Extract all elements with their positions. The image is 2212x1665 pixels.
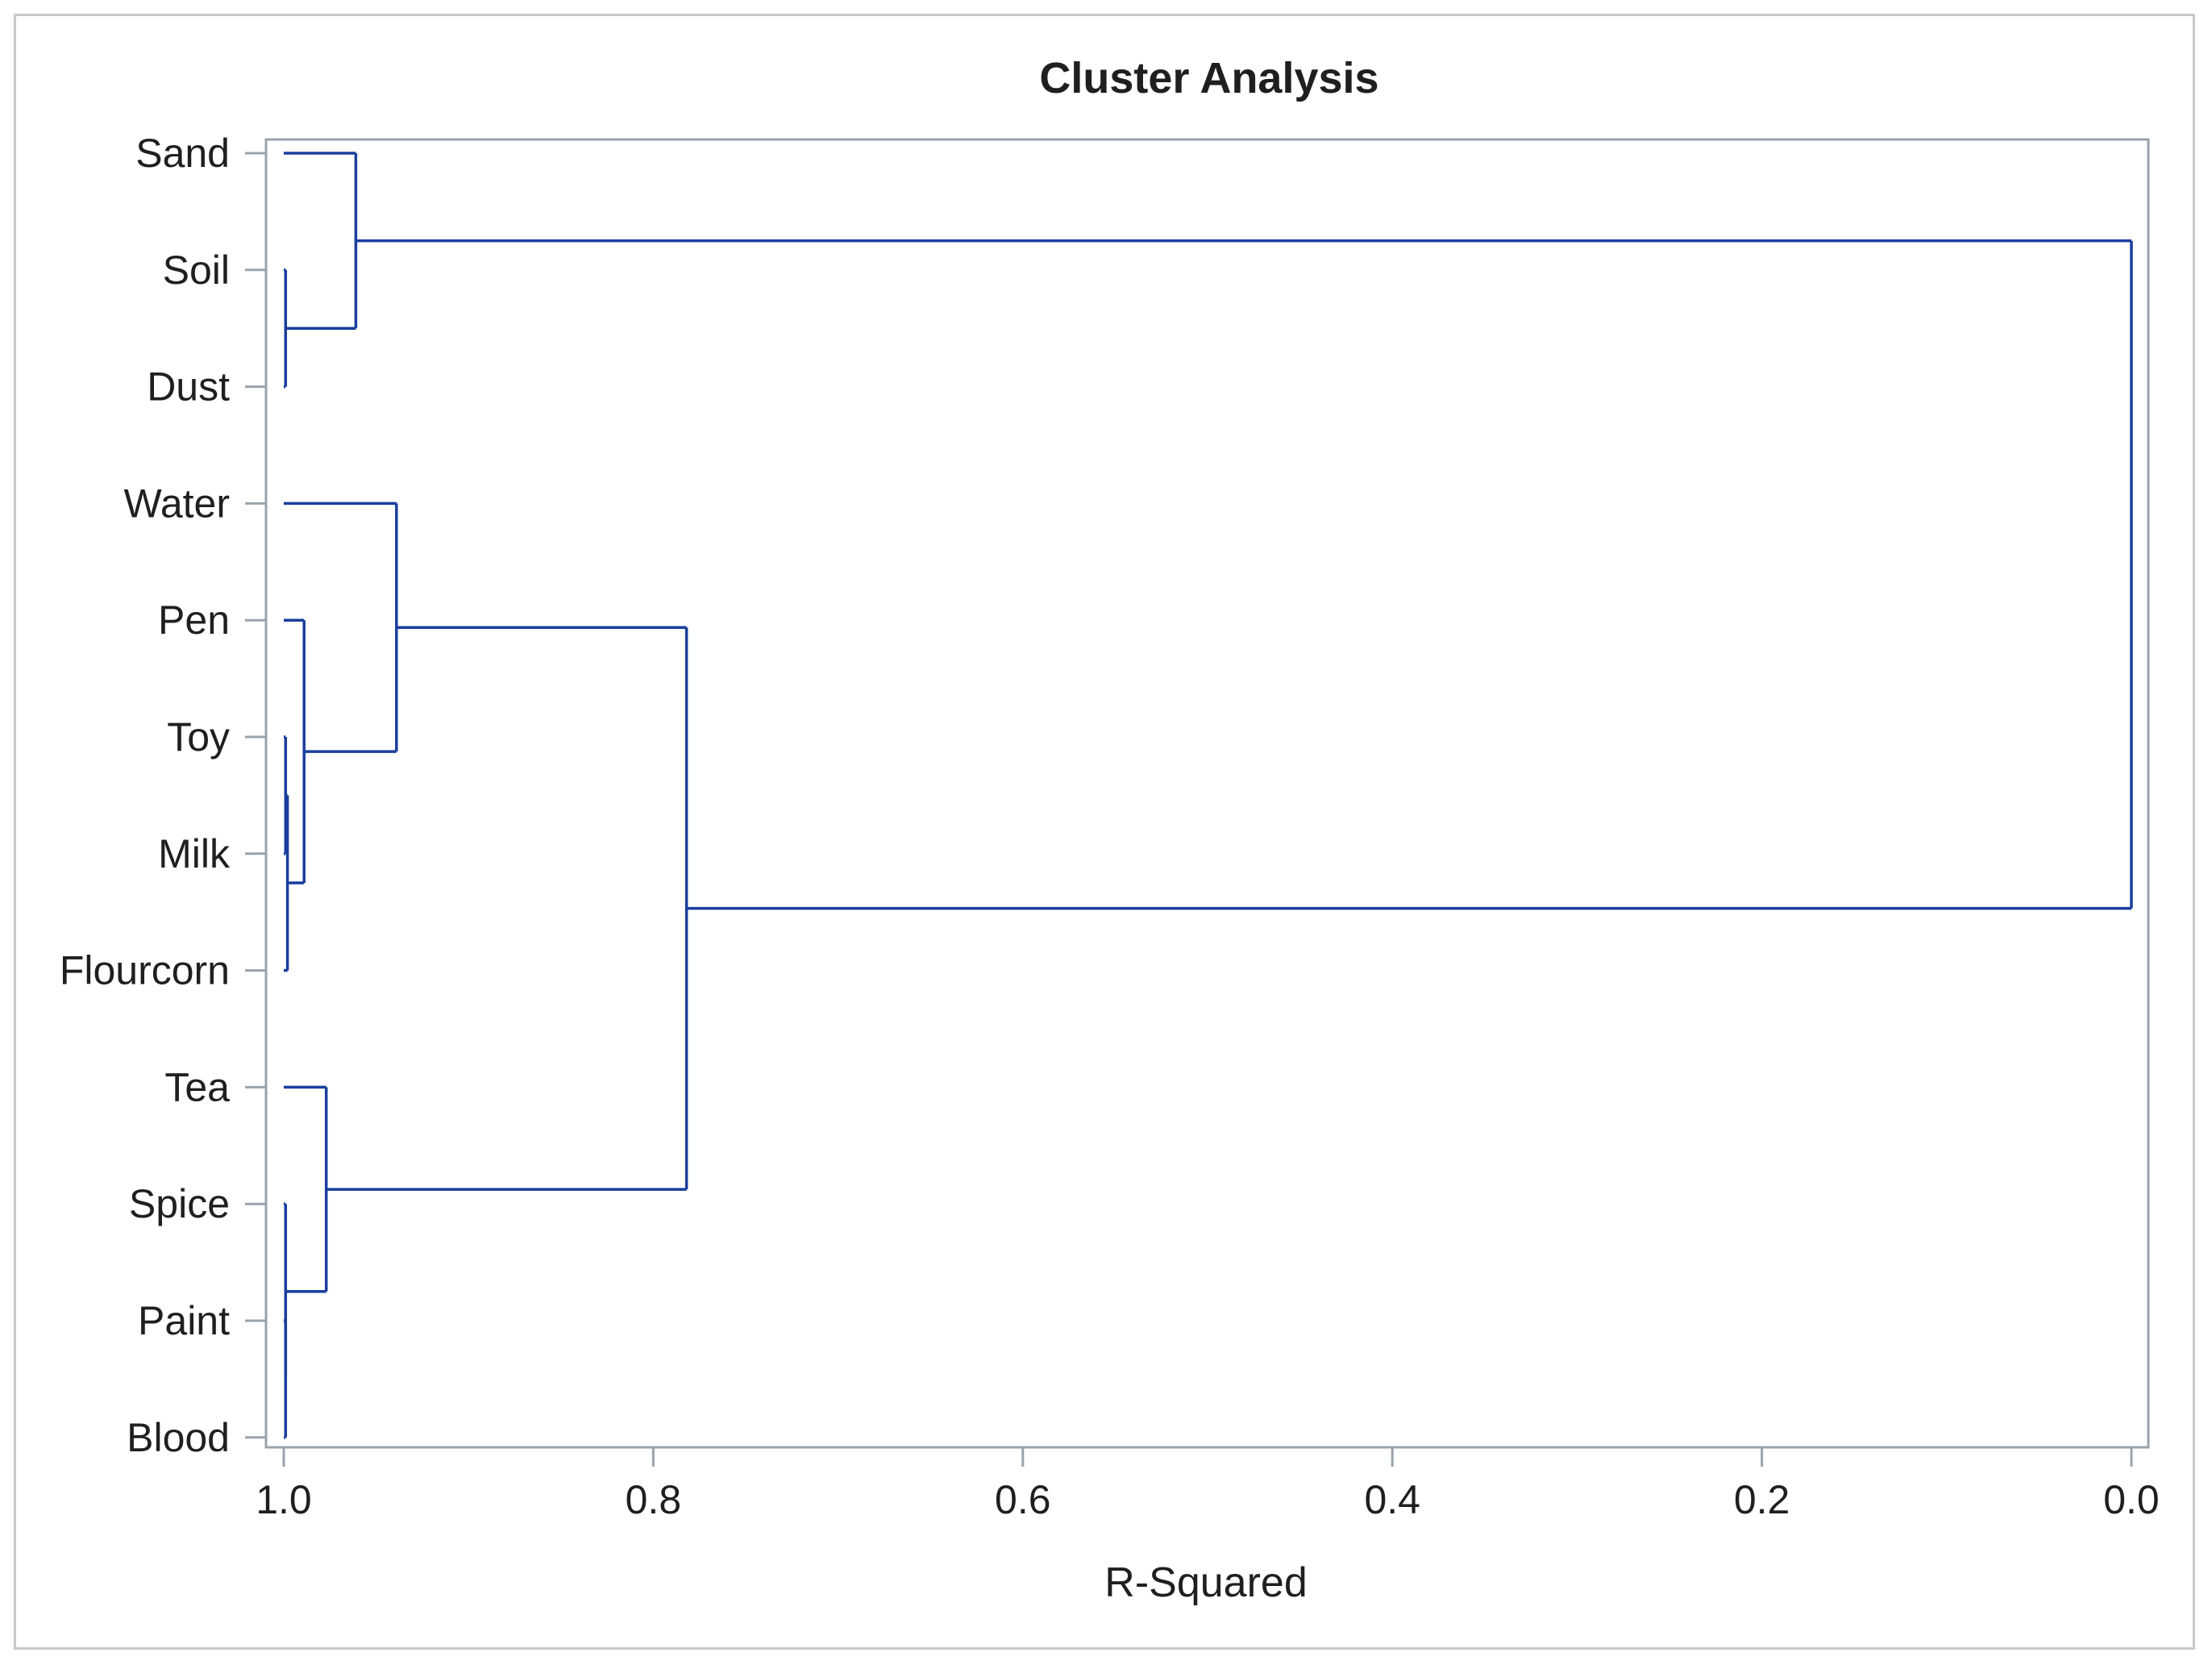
leaf-label: Spice xyxy=(129,1181,230,1226)
dendrogram-lines xyxy=(284,152,2133,1439)
leaf-label: Sand xyxy=(135,131,230,176)
leaf-label: Tea xyxy=(164,1064,230,1109)
x-axis: 1.0 0.8 0.6 0.4 0.2 0.0 xyxy=(256,1447,2160,1522)
x-tick-label: 0.4 xyxy=(1364,1477,1420,1522)
leaf-label: Blood xyxy=(127,1415,230,1460)
y-axis: Sand Soil Dust Water Pen Toy Milk Flourcorn Tea S… xyxy=(60,131,266,1460)
x-tick-label: 1.0 xyxy=(256,1477,312,1522)
chart-title: Cluster Analysis xyxy=(1039,54,1378,102)
leaf-label: Paint xyxy=(138,1298,230,1343)
chart-frame xyxy=(14,14,2195,1650)
leaf-label: Soil xyxy=(163,248,230,293)
x-tick-label: 0.6 xyxy=(995,1477,1051,1522)
x-tick-label: 0.8 xyxy=(626,1477,682,1522)
leaf-label: Flourcorn xyxy=(60,948,230,993)
leaf-label: Water xyxy=(124,481,231,526)
leaf-label: Pen xyxy=(158,597,230,643)
leaf-label: Milk xyxy=(158,831,231,876)
leaf-label: Toy xyxy=(167,714,230,760)
x-tick-label: 0.2 xyxy=(1734,1477,1790,1522)
x-tick-label: 0.0 xyxy=(2103,1477,2160,1522)
x-axis-label: R-Squared xyxy=(1104,1559,1307,1606)
plot-area xyxy=(264,138,2150,1449)
leaf-label: Dust xyxy=(147,364,230,410)
